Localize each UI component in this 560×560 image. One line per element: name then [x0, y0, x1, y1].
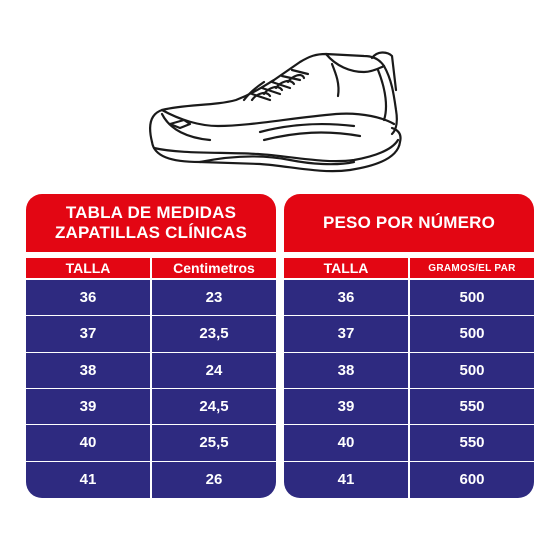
- size-table-title-line1: TABLA DE MEDIDAS: [65, 203, 237, 222]
- cell-cm: 25,5: [150, 425, 276, 461]
- size-table-panel: TABLA DE MEDIDAS ZAPATILLAS CLÍNICAS TAL…: [26, 194, 276, 498]
- table-row: 41 26: [26, 461, 276, 498]
- cell-talla: 41: [79, 471, 97, 489]
- cell-cm: 24: [150, 352, 276, 388]
- cell-cm: 24,5: [150, 388, 276, 425]
- weight-table-title: PESO POR NÚMERO: [284, 194, 534, 252]
- table-row: 39 24,5: [26, 388, 276, 426]
- cell-talla: 38: [337, 361, 355, 379]
- weight-table-panel: PESO POR NÚMERO TALLA GRAMOS/EL PAR 36 5…: [284, 194, 534, 498]
- weight-table-body: 36 500 37 500 38 500 39 550 40 550 41 60…: [284, 280, 534, 498]
- cell-talla: 37: [79, 325, 97, 343]
- header-gramos: GRAMOS/EL PAR: [408, 258, 534, 278]
- cell-talla: 36: [79, 289, 97, 307]
- header-talla: TALLA: [323, 260, 369, 276]
- table-row: 40 25,5: [26, 425, 276, 462]
- table-row: 38 24: [26, 352, 276, 389]
- cell-gramos: 500: [408, 352, 534, 388]
- cell-gramos: 500: [408, 316, 534, 352]
- table-row: 37 500: [284, 316, 534, 353]
- size-table-body: 36 23 37 23,5 38 24 39 24,5 40 25,5 41 2…: [26, 280, 276, 498]
- cell-talla: 41: [337, 471, 355, 489]
- cell-cm: 23,5: [150, 316, 276, 352]
- cell-cm: 26: [150, 461, 276, 498]
- cell-gramos: 600: [408, 461, 534, 498]
- table-row: 36 23: [26, 280, 276, 317]
- cell-talla: 39: [337, 398, 355, 416]
- cell-gramos: 550: [408, 388, 534, 425]
- table-row: 39 550: [284, 388, 534, 426]
- cell-talla: 40: [337, 434, 355, 452]
- cell-talla: 40: [79, 434, 97, 452]
- table-row: 41 600: [284, 461, 534, 498]
- weight-table-header: TALLA GRAMOS/EL PAR: [284, 258, 534, 278]
- cell-talla: 38: [79, 361, 97, 379]
- weight-table-title-text: PESO POR NÚMERO: [322, 213, 496, 232]
- size-table-title-line2: ZAPATILLAS CLÍNICAS: [54, 223, 248, 242]
- cell-talla: 37: [337, 325, 355, 343]
- table-row: 37 23,5: [26, 316, 276, 353]
- table-row: 40 550: [284, 425, 534, 462]
- cell-talla: 36: [337, 289, 355, 307]
- size-table-title: TABLA DE MEDIDAS ZAPATILLAS CLÍNICAS: [26, 194, 276, 252]
- table-row: 38 500: [284, 352, 534, 389]
- table-row: 36 500: [284, 280, 534, 317]
- cell-gramos: 500: [408, 280, 534, 316]
- cell-talla: 39: [79, 398, 97, 416]
- size-table-header: TALLA Centimetros: [26, 258, 276, 278]
- header-talla: TALLA: [65, 260, 111, 276]
- cell-cm: 23: [150, 280, 276, 316]
- sneaker-outline-icon: [149, 51, 402, 173]
- cell-gramos: 550: [408, 425, 534, 461]
- header-centimetros: Centimetros: [150, 258, 276, 278]
